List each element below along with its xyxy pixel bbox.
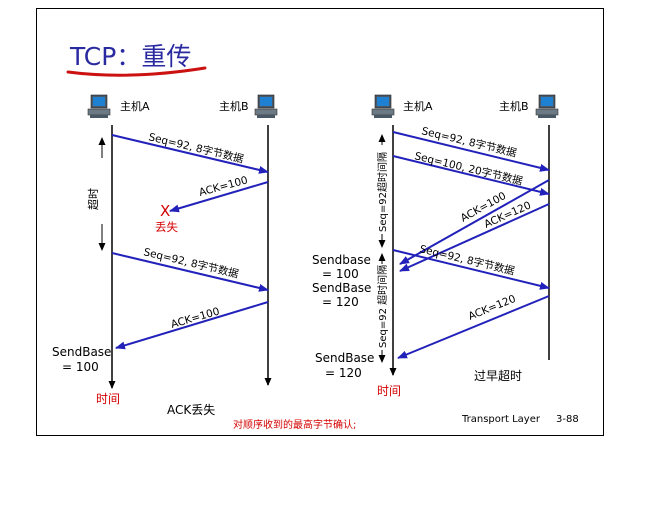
timer2-label: Seq=92 超时间隔 [376, 265, 389, 348]
left-retransmit-arrow [111, 252, 269, 292]
right-host-a-label: 主机A [403, 99, 433, 113]
footer-note: 对顺序收到的最高字节确认; [233, 418, 356, 431]
right-sendbase1-value: = 100 [322, 267, 359, 281]
right-retransmit-arrow [392, 249, 550, 290]
timeout-label: 超时 [86, 188, 100, 210]
host-b-computer-icon [254, 94, 278, 119]
right-sendbase2-value: = 120 [322, 295, 359, 309]
right-caption: 过早超时 [474, 368, 522, 383]
left-sendbase-label: SendBase [52, 345, 111, 359]
left-sendbase-value: = 100 [62, 360, 99, 374]
footer-layer: Transport Layer [461, 414, 541, 425]
right-seq100-arrow [392, 155, 550, 196]
left-host-a-label: 主机A [120, 99, 150, 113]
right-seq92-arrow [392, 131, 550, 172]
left-time-label: 时间 [96, 392, 120, 406]
loss-x-icon: X [160, 202, 170, 220]
right-time-label: 时间 [377, 384, 401, 398]
right-sendbase3-value: = 120 [325, 366, 362, 380]
timer1-label: Seq=92超时间隔 [376, 152, 389, 232]
host-a-computer-icon [87, 94, 111, 119]
right-ack120-arrow [399, 203, 550, 272]
left-seq92-label: Seq=92, 8字节数据 [147, 130, 245, 165]
footer-page-number: 3-88 [556, 414, 579, 425]
left-ack100-second-arrow [115, 301, 269, 350]
right-sendbase1-label: Sendbase [312, 253, 371, 267]
right-host-b-computer-icon [535, 94, 559, 119]
left-ack100-second-label: ACK=100 [170, 306, 221, 331]
left-host-b-label: 主机B [219, 99, 249, 113]
right-ack120-final-arrow [397, 295, 550, 359]
right-ack100-arrow [399, 179, 550, 265]
right-sendbase2-label: SendBase [312, 281, 371, 295]
page-title: TCP：重传 [69, 42, 191, 71]
right-sendbase3-label: SendBase [315, 351, 374, 365]
right-host-a-computer-icon [371, 94, 395, 119]
title-underline [66, 66, 207, 77]
loss-label: 丢失 [155, 220, 178, 234]
left-caption: ACK丢失 [167, 402, 215, 417]
right-host-b-label: 主机B [499, 99, 529, 113]
left-seq92-arrow [111, 134, 269, 174]
left-ack100-arrow [169, 181, 269, 213]
